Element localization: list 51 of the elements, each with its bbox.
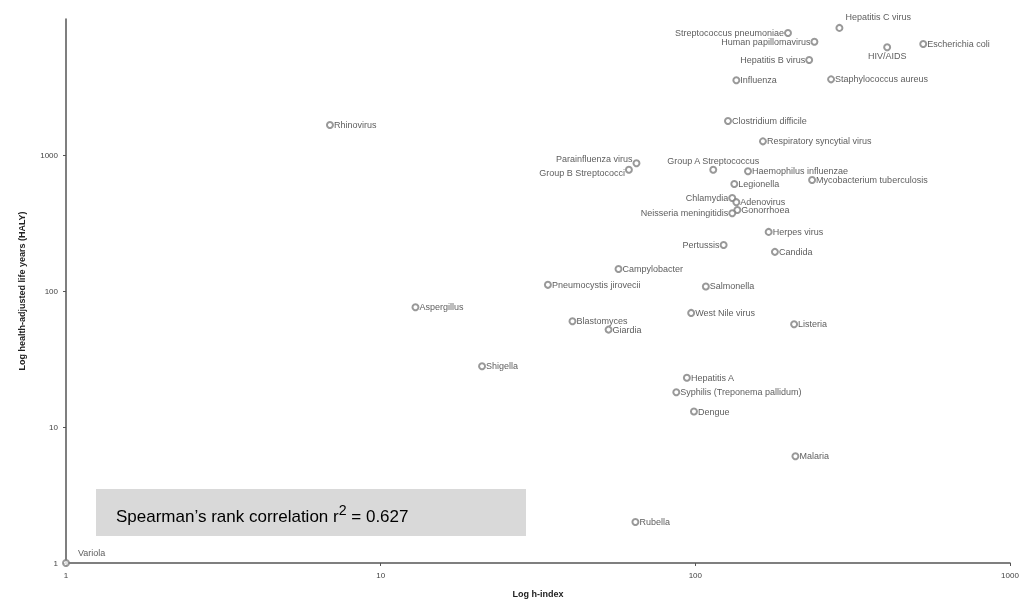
annotation: Neisseria meningitidis [640,208,729,219]
annotation: Respiratory syncytial virus [766,136,872,147]
annotation: Group B Streptococci [539,167,625,178]
annotation: Staphylococcus aureus [835,74,929,85]
annotation: West Nile virus [695,307,756,318]
annotation: Mycobacterium tuberculosis [816,174,929,185]
x-tick-label: 1 [63,570,69,580]
annotation: HIV/AIDS [867,50,907,61]
annotation: Malaria [799,451,829,462]
annotation: Pneumocystis jirovecii [551,279,641,290]
note-box: Spearman’s rank correlation r$^{2}$ = 0.627 [96,489,526,536]
annotation: Pertussis [682,239,721,250]
annotation: Spearman’s rank correlation r$^{2}$ = 0.627 [116,502,409,527]
annotation: Human papillomavirus [721,36,811,47]
annotation: Campylobacter [622,264,684,275]
x-tick-label: 1000 [1001,570,1020,580]
annotation: Shigella [486,361,519,372]
annotation: Candida [778,246,813,257]
annotation: Group A Streptococcus [667,156,760,167]
annotation: Haemophilus influenzae [751,166,849,177]
annotation: Streptococcus pneumoniae [674,27,784,38]
y-tick-label: 100 [44,286,59,296]
annotation: Hepatitis C virus [845,12,912,23]
y-axis-title: Log health-adjusted life years (HALY) [16,211,27,371]
annotation: Aspergillus [419,302,464,313]
x-axis-title: Log h-index [512,588,564,599]
annotation: Hepatitis A [690,372,734,383]
annotation: Salmonella [709,281,755,292]
annotation: Listeria [798,319,828,330]
annotation: Parainfluenza virus [555,154,633,165]
annotation: Dengue [697,406,730,417]
x-tick-label: 10 [376,570,386,580]
annotation: Rubella [639,517,670,528]
annotation: Rhinovirus [333,120,377,131]
annotation: Blastomyces [576,316,628,327]
annotation: Influenza [740,75,777,86]
annotation: Chlamydia [685,192,729,203]
annotation: Variola [78,547,106,558]
annotation: Legionella [738,179,780,189]
annotation: Giardia [612,324,642,335]
annotation: Escherichia coli [927,38,990,49]
annotation: Hepatitis B virus [740,54,806,65]
annotation: Clostridium difficile [732,115,807,126]
y-tick-label: 10 [49,422,59,432]
x-tick-label: 100 [688,570,703,580]
annotation: Herpes virus [772,226,824,237]
annotation: Syphilis (Treponema pallidum) [680,387,802,398]
y-tick-label: 1 [53,558,59,568]
y-tick-label: 1000 [40,150,59,160]
annotation: Adenovirus [740,197,786,208]
annotation: Gonorrhoea [741,205,790,216]
